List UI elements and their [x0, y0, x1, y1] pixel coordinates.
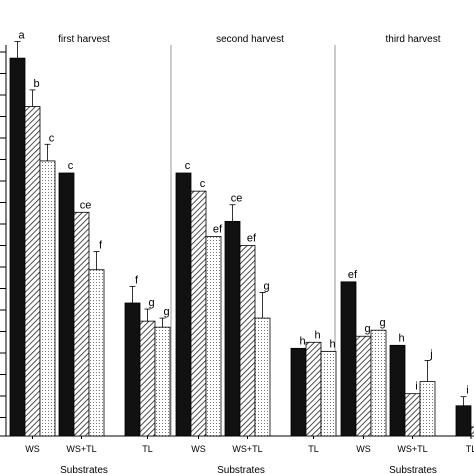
bar — [419, 381, 436, 437]
bar — [190, 190, 207, 437]
plot-area: first harvestabcWSccefWS+TLfggTLSubstrat… — [0, 30, 474, 474]
significance-letter: g — [148, 297, 154, 309]
x-tick-label: WS+TL — [397, 444, 427, 454]
significance-letter: g — [263, 280, 269, 292]
panel-title: first harvest — [58, 34, 110, 45]
bar — [154, 326, 171, 437]
significance-letter: ce — [80, 199, 92, 211]
bar — [239, 245, 256, 437]
panel-title: third harvest — [385, 34, 440, 45]
x-tick-label: WS — [356, 444, 371, 454]
x-tick-label: WS+TL — [66, 444, 96, 454]
x-axis-label: Substrates — [217, 465, 265, 474]
significance-letter: ef — [213, 223, 223, 235]
significance-letter: h — [398, 332, 404, 344]
bar — [205, 236, 222, 437]
bar — [355, 335, 372, 437]
bar — [320, 350, 337, 437]
bar — [39, 160, 56, 437]
x-tick-label: WS — [191, 444, 206, 454]
bar — [290, 347, 307, 437]
bar — [254, 317, 271, 437]
significance-letter: c — [200, 178, 206, 190]
significance-letter: h — [314, 329, 320, 341]
significance-letter: a — [18, 30, 25, 42]
panel-title: second harvest — [216, 34, 284, 45]
significance-letter: i — [415, 381, 417, 393]
x-axis-label: Substrates — [389, 465, 437, 474]
x-axis-label: Substrates — [60, 465, 108, 474]
x-tick-label: WS+TL — [232, 444, 262, 454]
bar — [124, 302, 141, 437]
bar — [73, 211, 90, 437]
significance-letter: h — [329, 338, 335, 350]
significance-letter: g — [364, 323, 370, 335]
significance-letter: ef — [247, 233, 257, 245]
bar — [455, 405, 472, 437]
significance-letter: c — [68, 160, 74, 172]
bar — [58, 172, 75, 437]
x-tick-label: TL — [308, 444, 319, 454]
significance-letter: j — [429, 348, 432, 360]
significance-letter: c — [49, 132, 55, 144]
significance-letter: c — [185, 160, 191, 172]
bar — [224, 220, 241, 437]
significance-letter: ef — [348, 269, 358, 281]
significance-letter: f — [135, 274, 139, 286]
bar — [24, 106, 41, 437]
significance-letter: g — [379, 317, 385, 329]
bar — [305, 341, 322, 437]
x-tick-label: WS — [25, 444, 40, 454]
x-tick-label: TL — [466, 444, 474, 454]
bar — [370, 329, 387, 437]
bar — [470, 426, 474, 437]
significance-letter: i — [466, 385, 468, 397]
x-tick-label: TL — [142, 444, 153, 454]
significance-letter: b — [33, 78, 39, 90]
significance-letter: h — [299, 335, 305, 347]
bar — [88, 269, 105, 437]
significance-letter: ce — [231, 193, 243, 205]
bar — [389, 344, 406, 437]
significance-letter: f — [99, 240, 103, 252]
bar — [139, 320, 156, 437]
bar — [9, 57, 26, 437]
bar — [175, 172, 192, 437]
bar — [340, 281, 357, 437]
bar — [404, 393, 421, 437]
significance-letter: g — [163, 306, 169, 318]
